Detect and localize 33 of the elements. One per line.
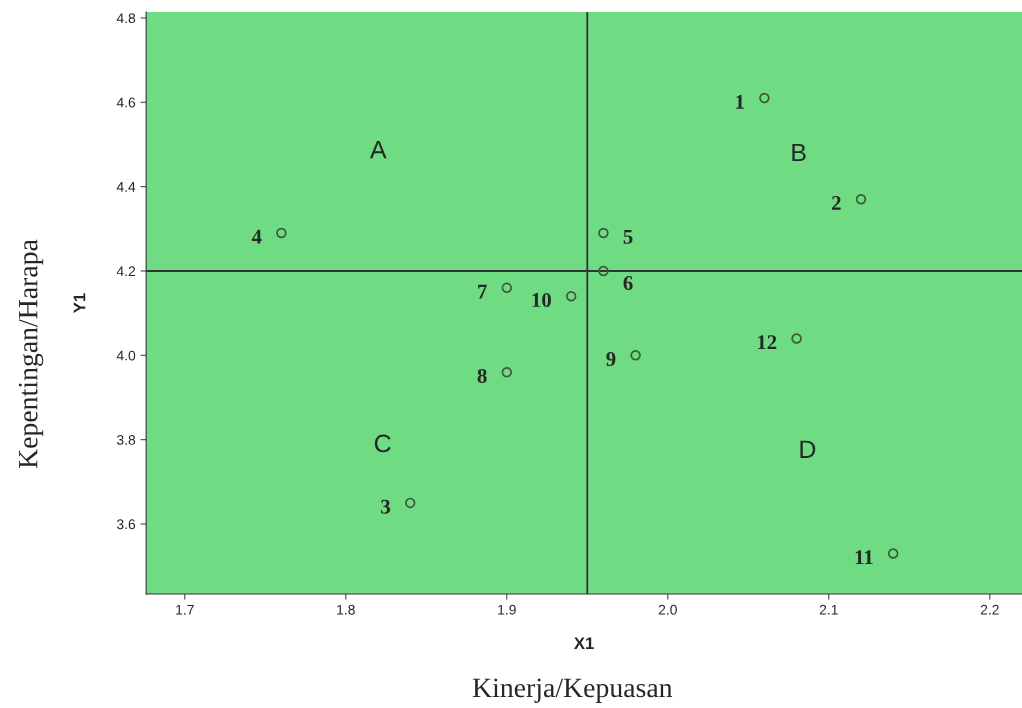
annotation: 2 (832, 196, 841, 210)
annotation: 5 (623, 229, 633, 244)
y-tick-label: 4.0 (116, 350, 136, 361)
text: Kepentingan/Harapa (18, 239, 44, 469)
x-tick-label: 2.1 (819, 604, 838, 615)
x-tick-label: 1.8 (337, 604, 355, 615)
annotation: A (369, 140, 387, 159)
y-tick-label: 3.6 (116, 519, 136, 530)
text: Kinerja/Kepuasan (472, 678, 673, 703)
x-axis-title: X1 (574, 637, 594, 649)
annotation: 3 (381, 499, 391, 514)
y-axis-title: Y1 (73, 293, 86, 313)
annotation: B (792, 143, 806, 162)
y-tick-label: 4.8 (116, 13, 136, 24)
x-tick-label: 1.7 (176, 604, 194, 615)
x-tick-label: 2.0 (658, 604, 677, 615)
y-tick-label: 4.2 (116, 266, 136, 277)
annotation: 1 (736, 94, 744, 109)
annotation: C (374, 434, 391, 453)
annotation: 8 (477, 368, 487, 383)
y-tick-label: 3.8 (116, 435, 136, 445)
annotation: 12 (757, 335, 777, 350)
y-tick-label: 4.4 (116, 182, 136, 192)
annotation: D (800, 440, 816, 458)
annotation: 9 (606, 352, 616, 367)
annotation: 10 (532, 292, 551, 308)
x-tick-label: 2.2 (980, 604, 999, 615)
annotation: 6 (623, 276, 633, 291)
x-tick-label: 1.9 (498, 604, 516, 615)
annotation: 7 (478, 284, 487, 299)
annotation: 11 (855, 550, 873, 565)
annotation: 4 (251, 229, 262, 244)
y-tick-label: 4.6 (116, 97, 136, 108)
